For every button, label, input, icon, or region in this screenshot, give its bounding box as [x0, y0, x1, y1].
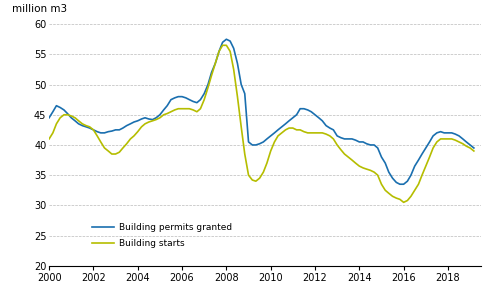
Line: Building starts: Building starts — [49, 45, 474, 202]
Text: million m3: million m3 — [12, 5, 67, 14]
Building starts — [408, 194, 414, 198]
Building starts — [190, 108, 196, 112]
Building starts — [46, 137, 52, 141]
Building permits granted — [397, 182, 403, 186]
Building starts — [219, 43, 225, 47]
Building starts — [401, 201, 407, 204]
Building starts — [393, 196, 399, 200]
Building permits granted — [190, 100, 196, 103]
Building permits granted — [471, 146, 477, 150]
Building starts — [471, 149, 477, 153]
Building starts — [308, 131, 314, 135]
Building permits granted — [445, 131, 451, 135]
Line: Building permits granted: Building permits granted — [49, 39, 474, 184]
Building permits granted — [393, 181, 399, 184]
Legend: Building permits granted, Building starts: Building permits granted, Building start… — [88, 219, 236, 252]
Building permits granted — [223, 37, 229, 41]
Building permits granted — [46, 116, 52, 120]
Building starts — [334, 143, 340, 147]
Building starts — [445, 137, 451, 141]
Building permits granted — [308, 110, 314, 114]
Building permits granted — [408, 173, 414, 177]
Building permits granted — [334, 134, 340, 138]
